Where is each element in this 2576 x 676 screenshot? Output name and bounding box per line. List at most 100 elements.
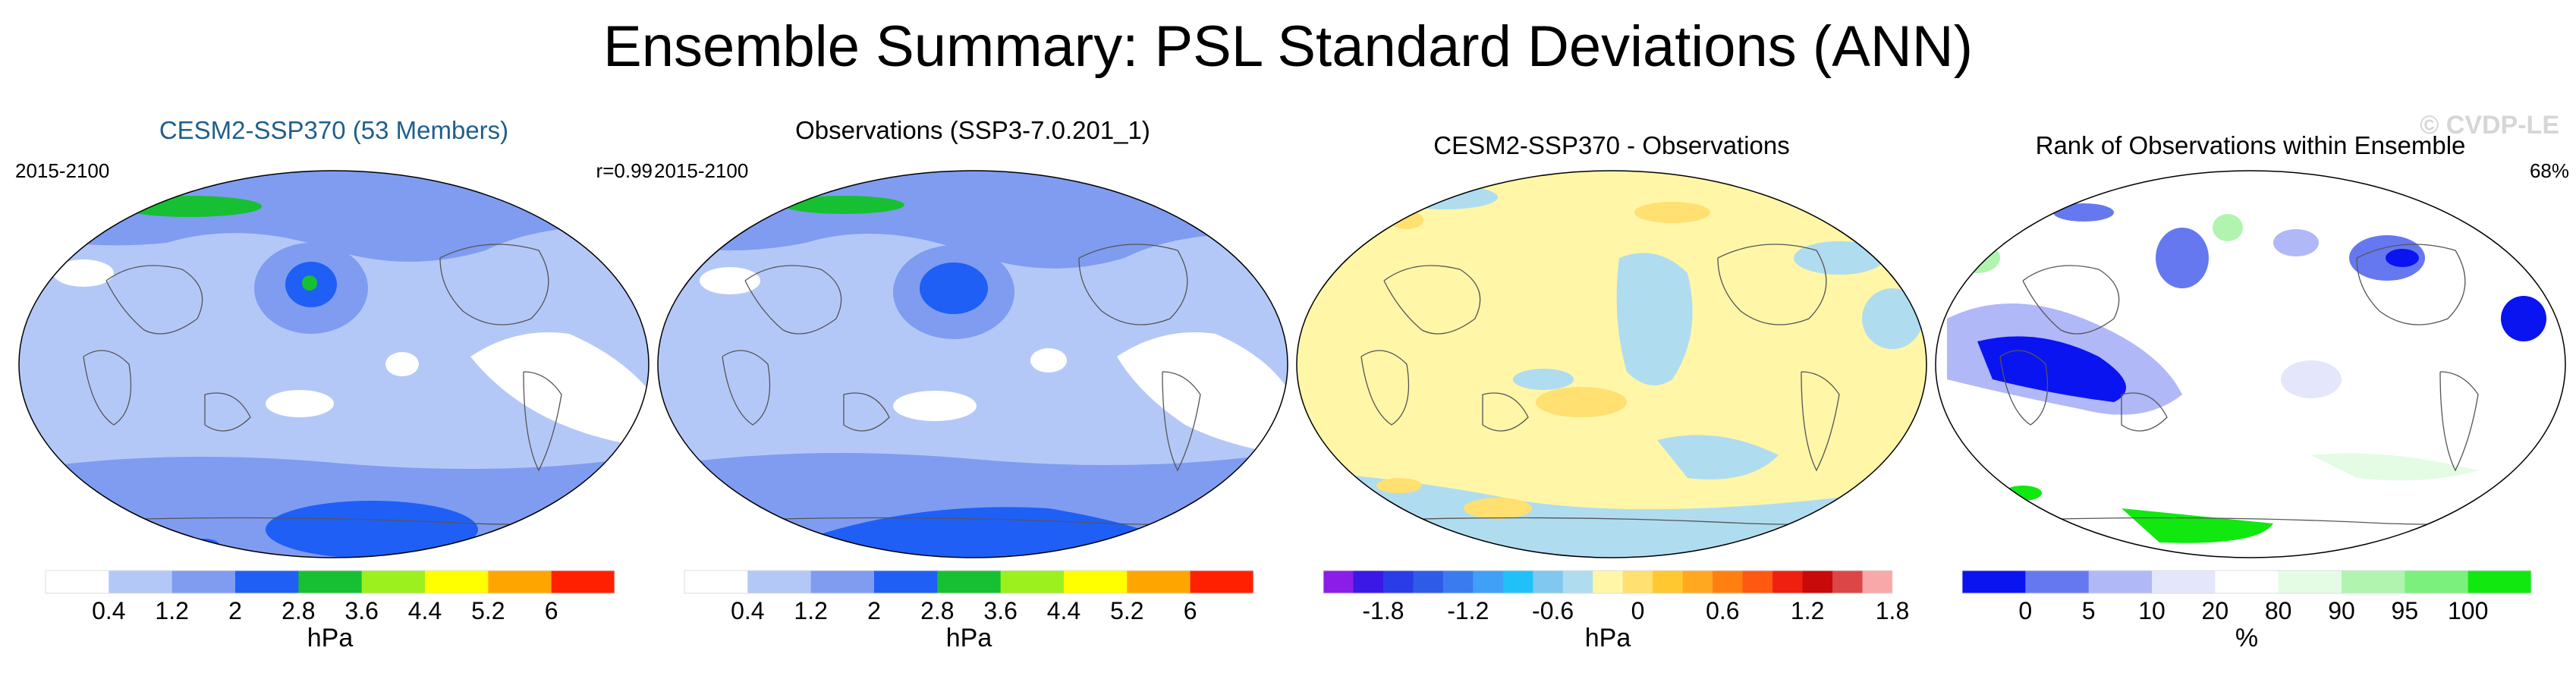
colorbar-swatch <box>1772 571 1804 593</box>
panel-observations: Observations (SSP3-7.0.201_1) 2015-2100 <box>654 114 1291 668</box>
panel-rank: Rank of Observations within Ensemble 68% <box>1932 114 2569 668</box>
colorbar-swatch <box>1413 571 1444 593</box>
panel-correlation: r=0.99 <box>596 159 653 182</box>
colorbar-tick-label: -0.6 <box>1532 597 1574 624</box>
panel-title: CESM2-SSP370 - Observations <box>1433 131 1790 159</box>
colorbar-tick-label: -1.2 <box>1447 597 1489 624</box>
colorbar-swatch <box>425 571 489 593</box>
colorbar-swatch <box>1622 571 1653 593</box>
colorbar-swatch <box>1742 571 1773 593</box>
panel-period: 2015-2100 <box>654 159 749 182</box>
colorbar-tick-label: 5 <box>2082 597 2096 624</box>
colorbar-swatch <box>551 571 615 593</box>
colorbar-swatch <box>1064 571 1128 593</box>
colorbar-tick-label: 0.6 <box>1706 597 1739 624</box>
colorbar-tick-label: 2.8 <box>282 597 315 624</box>
colorbar-swatch <box>1190 571 1254 593</box>
colorbar-swatch <box>937 571 1002 593</box>
colorbar-difference: -1.8 -1.2 -0.6 0 0.6 1.2 1.8 hPa <box>1323 570 1909 652</box>
colorbar-swatch <box>1533 571 1564 593</box>
colorbar-tick-label: 20 <box>2202 597 2229 624</box>
colorbar-tick-label: 0.4 <box>731 597 764 624</box>
colorbar-tick-label: 90 <box>2328 597 2355 624</box>
colorbar-swatch <box>747 571 812 593</box>
panel-title: Rank of Observations within Ensemble <box>2035 131 2466 159</box>
colorbar-swatch <box>2088 571 2153 593</box>
colorbar-swatch <box>874 571 938 593</box>
colorbar-tick-label: 1.2 <box>794 597 827 624</box>
colorbar-tick-label: 5.2 <box>1110 597 1143 624</box>
panel-model: CESM2-SSP370 (53 Members) 2015-2100 r=0.… <box>15 114 653 668</box>
colorbar-tick-label: 3.6 <box>983 597 1017 624</box>
figure-title: Ensemble Summary: PSL Standard Deviation… <box>603 14 1973 79</box>
colorbar-swatch <box>2405 571 2469 593</box>
colorbar-swatch <box>361 571 426 593</box>
panel-difference: CESM2-SSP370 - Observations <box>1293 114 1930 668</box>
colorbar-tick-label: 1.2 <box>155 597 188 624</box>
colorbar-swatch <box>1802 571 1833 593</box>
colorbar-swatch <box>2215 571 2279 593</box>
colorbar-swatch <box>1862 571 1893 593</box>
colorbar-swatch <box>1353 571 1384 593</box>
colorbar-swatch <box>1962 571 2026 593</box>
map-observations <box>657 170 1288 558</box>
colorbar-swatch <box>235 571 299 593</box>
panel-title: Observations (SSP3-7.0.201_1) <box>795 116 1150 144</box>
map-model <box>18 170 650 558</box>
watermark: © CVDP-LE <box>2420 111 2559 140</box>
colorbar-model: 0.4 1.2 2 2.8 3.6 4.4 5.2 6 hPa <box>45 570 615 652</box>
map-difference <box>1296 170 1927 558</box>
colorbar-swatch <box>46 571 109 593</box>
colorbar-tick-label: 6 <box>1184 597 1197 624</box>
colorbar-swatch <box>109 571 173 593</box>
colorbar-tick-label: 5.2 <box>471 597 505 624</box>
colorbar-tick-label: -1.8 <box>1362 597 1404 624</box>
colorbar-swatch <box>1442 571 1474 593</box>
colorbar-swatch <box>2342 571 2405 593</box>
colorbar-tick-label: 2 <box>867 597 881 624</box>
colorbar-swatch <box>1832 571 1864 593</box>
colorbar-swatch <box>2467 571 2532 593</box>
colorbar-border <box>684 570 1254 594</box>
panel-title: CESM2-SSP370 (53 Members) <box>159 116 509 144</box>
panel-rank-percent: 68% <box>2529 159 2569 182</box>
colorbar-tick-label: 2.8 <box>920 597 954 624</box>
colorbar-swatch <box>488 571 552 593</box>
colorbar-tick-label: 6 <box>545 597 558 624</box>
colorbar-tick-label: 0 <box>2018 597 2032 624</box>
colorbar-border <box>45 570 615 594</box>
colorbar-tick-label: 1.2 <box>1791 597 1824 624</box>
colorbar-swatch <box>2278 571 2342 593</box>
colorbar-border <box>1961 570 2532 594</box>
colorbar-tick-label: 0.4 <box>92 597 125 624</box>
colorbar-swatch <box>298 571 363 593</box>
colorbar-swatch <box>1593 571 1624 593</box>
map-rank <box>1935 170 2566 558</box>
colorbar-tick-label: 3.6 <box>344 597 378 624</box>
colorbar-tick-label: 95 <box>2392 597 2419 624</box>
colorbar-tick-label: 10 <box>2138 597 2166 624</box>
colorbar-swatch <box>1382 571 1414 593</box>
colorbar-swatch <box>2152 571 2216 593</box>
colorbar-swatch <box>1473 571 1504 593</box>
colorbar-tick-label: 80 <box>2265 597 2292 624</box>
colorbar-units: % <box>2235 624 2258 652</box>
colorbar-tick-label: 0 <box>1631 597 1645 624</box>
colorbar-swatch <box>1323 571 1354 593</box>
colorbar-swatch <box>810 571 875 593</box>
colorbar-swatch <box>2025 571 2090 593</box>
panel-period: 2015-2100 <box>15 159 110 182</box>
colorbar-tick-label: 4.4 <box>408 597 442 624</box>
colorbar-swatch <box>1682 571 1713 593</box>
colorbar-border <box>1323 570 1893 594</box>
colorbar-swatch <box>684 571 748 593</box>
colorbar-rank: 0 5 10 20 80 90 95 100% <box>1961 570 2532 652</box>
colorbar-swatch <box>1502 571 1533 593</box>
colorbar-units: hPa <box>946 624 992 652</box>
colorbar-swatch <box>1713 571 1744 593</box>
colorbar-tick-label: 1.8 <box>1876 597 1909 624</box>
colorbar-units: hPa <box>307 624 354 652</box>
colorbar-tick-label: 100 <box>2448 597 2488 624</box>
colorbar-swatch <box>1000 571 1065 593</box>
colorbar-swatch <box>1562 571 1593 593</box>
